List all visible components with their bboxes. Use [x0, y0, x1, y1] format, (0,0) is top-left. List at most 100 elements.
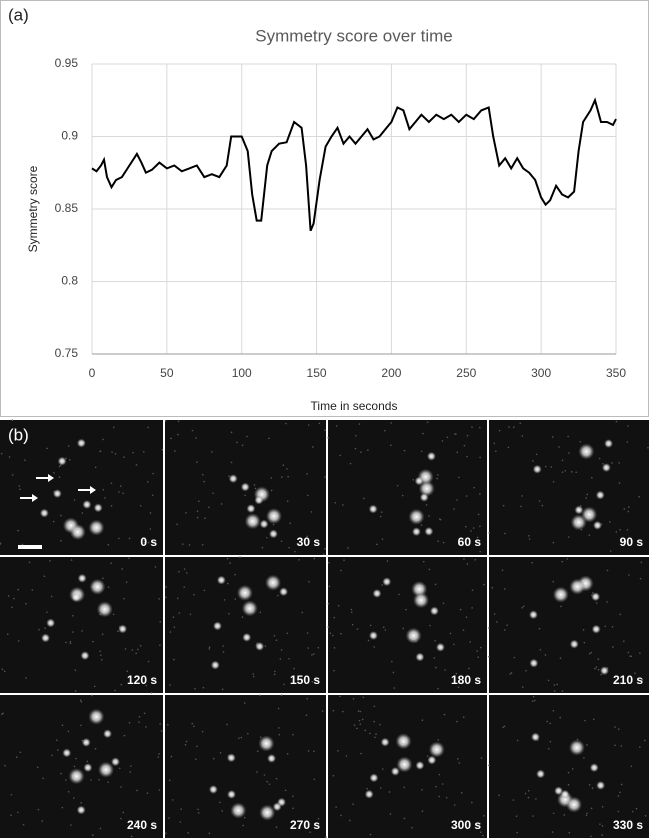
noise [340, 814, 342, 817]
noise [69, 459, 71, 461]
noise [184, 744, 187, 746]
noise [128, 721, 131, 724]
noise [212, 492, 214, 494]
noise [208, 648, 211, 650]
noise [624, 827, 626, 830]
spot [530, 732, 540, 742]
noise [178, 612, 181, 614]
noise [219, 801, 221, 804]
noise [428, 515, 430, 517]
noise [629, 655, 631, 657]
noise [196, 510, 199, 512]
noise [135, 464, 138, 466]
noise [390, 422, 392, 424]
spot [369, 773, 379, 783]
noise [8, 456, 11, 458]
noise [476, 650, 478, 652]
noise [142, 450, 145, 453]
y-tick-label: 0.85 [55, 201, 79, 215]
noise [171, 799, 174, 801]
noise [3, 670, 6, 673]
noise [69, 642, 72, 645]
noise [398, 593, 400, 596]
noise [150, 691, 153, 694]
noise [256, 750, 259, 752]
spot [118, 624, 128, 634]
noise [393, 687, 396, 689]
noise [246, 435, 248, 438]
noise [455, 672, 458, 675]
noise [502, 726, 505, 729]
noise [312, 446, 314, 448]
noise [479, 822, 481, 825]
frame-time: 330 s [613, 818, 643, 832]
noise [222, 651, 225, 653]
noise [120, 786, 122, 788]
noise [586, 493, 589, 496]
noise [17, 811, 19, 814]
noise [60, 539, 62, 542]
noise [208, 832, 211, 835]
noise [243, 702, 246, 704]
noise [37, 808, 40, 811]
noise [556, 683, 558, 686]
noise [164, 420, 167, 422]
noise [110, 562, 112, 564]
noise [143, 712, 146, 715]
noise [31, 589, 34, 591]
noise [626, 529, 629, 531]
spot [566, 796, 583, 813]
noise [521, 435, 524, 437]
spot [368, 504, 378, 514]
noise [317, 646, 320, 649]
noise [318, 422, 321, 425]
noise [90, 779, 92, 781]
noise [313, 557, 316, 560]
noise [471, 607, 473, 609]
noise [437, 474, 439, 476]
noise [462, 716, 465, 718]
noise [358, 423, 361, 425]
noise [438, 518, 441, 520]
noise [46, 611, 48, 613]
noise [275, 777, 278, 780]
noise [298, 558, 300, 561]
spot [578, 443, 595, 460]
noise [597, 658, 600, 661]
noise [264, 645, 267, 647]
noise [456, 499, 458, 501]
noise [420, 450, 423, 453]
noise [498, 794, 500, 797]
noise [158, 598, 160, 600]
noise [552, 709, 555, 712]
noise [256, 771, 258, 773]
noise [332, 774, 335, 777]
noise [65, 779, 67, 781]
noise [98, 778, 100, 781]
noise [252, 673, 254, 675]
noise [599, 823, 601, 825]
noise [73, 765, 76, 768]
noise [122, 811, 125, 814]
spot [411, 527, 421, 537]
noise [145, 726, 147, 728]
noise [466, 434, 469, 437]
noise [337, 604, 340, 607]
noise [49, 560, 51, 562]
noise [102, 438, 104, 441]
noise [496, 621, 498, 623]
noise [152, 472, 154, 475]
noise [94, 685, 96, 688]
noise [561, 471, 564, 473]
noise [201, 543, 204, 546]
frame-time: 30 s [297, 535, 321, 549]
noise [352, 803, 354, 805]
noise [185, 740, 188, 743]
noise [374, 736, 376, 739]
noise [443, 713, 446, 716]
noise [532, 815, 534, 817]
noise [553, 690, 556, 692]
x-tick-label: 200 [381, 366, 401, 380]
noise [479, 493, 481, 495]
noise [28, 561, 31, 564]
